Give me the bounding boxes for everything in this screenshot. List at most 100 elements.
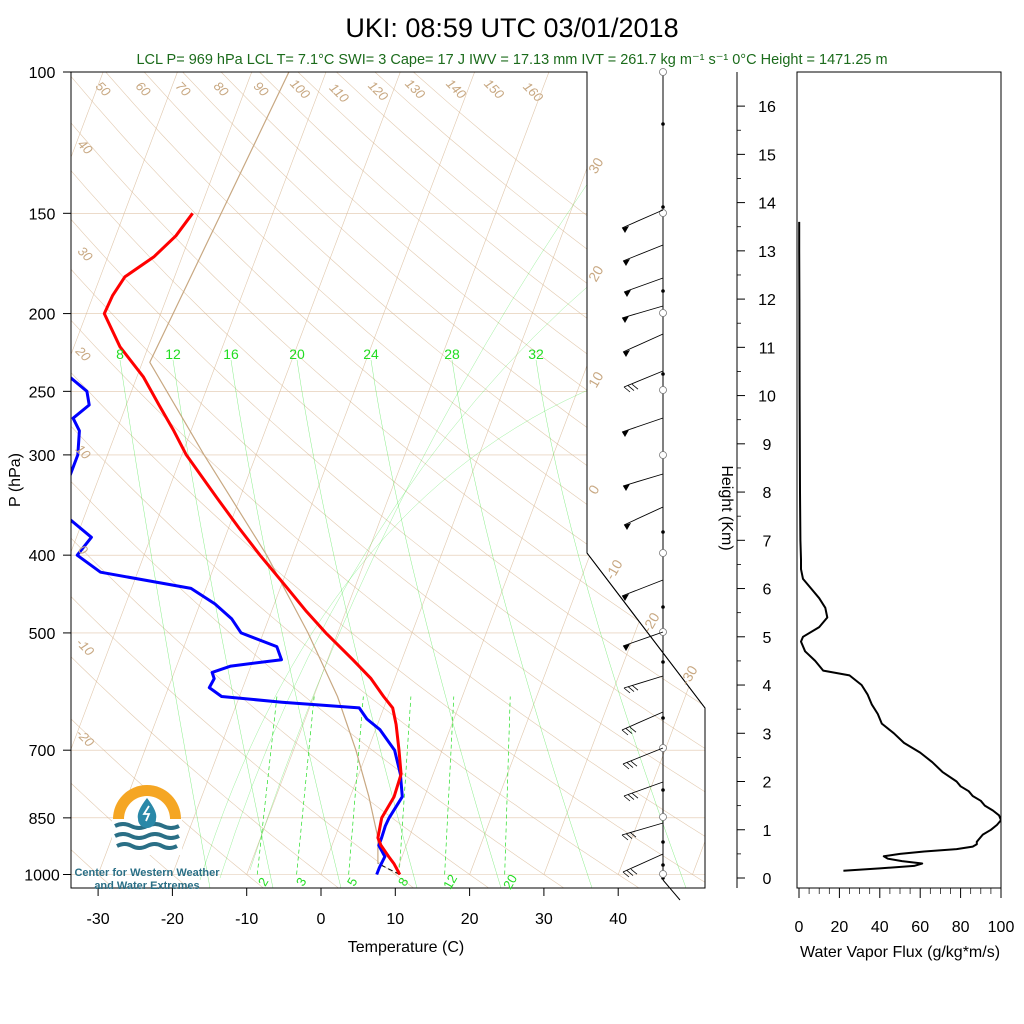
isotherm-line [246,72,550,875]
wind-barb-feather [626,762,634,768]
dry-adiabat-label: 70 [173,78,194,99]
height-tick-label: 14 [758,196,776,213]
mixing-ratio-label: 8 [116,346,124,362]
wind-level-dot [661,863,665,867]
y-tick-label: 100 [29,65,56,82]
logo-line2: and Water Extremes [94,880,199,892]
mixing-ratio-label-lower: 2 [255,875,272,889]
wind-barb-feather [621,729,629,736]
height-tick-label: 0 [763,871,772,888]
height-tick-label: 15 [758,147,776,164]
dry-adiabat-line [71,72,419,888]
wind-barb-flag [623,259,630,266]
dry-adiabat-label: -20 [73,726,97,750]
wind-barb-feather [623,795,631,802]
dry-adiabat-label: 160 [520,79,546,105]
mixing-ratio-label: 16 [223,346,239,362]
wind-level-dot [661,660,665,664]
height-tick-label: 5 [763,630,772,647]
height-tick-label: 7 [763,533,772,550]
mixing-ratio-line [348,696,364,875]
wind-barb-shaft [622,244,664,262]
wind-barb-shaft [621,711,664,731]
wind-barb-shaft [621,305,664,319]
isotherm-line [767,72,1024,875]
mixing-ratio-label: 32 [528,346,544,362]
subtitle-part: LCL P= 969 hPa [136,52,243,68]
wind-level-dot [661,372,665,376]
wind-level-circle [659,209,667,217]
mixing-ratio-label: 24 [363,346,379,362]
wind-barb-shaft [621,209,664,229]
wind-barb-feather [629,726,637,733]
dry-adiabat-label: 150 [481,76,507,102]
moist-adiabat-line [199,384,601,881]
height-tick-label: 12 [758,292,776,309]
wind-level-circle [659,386,667,394]
dry-adiabat-label: 80 [211,78,232,99]
mixing-ratio-curve [535,359,687,888]
skewt-background-lines [71,72,1024,888]
dry-adiabat-line [71,72,705,888]
isotherm-line [172,72,475,875]
height-tick-label: 10 [758,389,776,406]
dry-adiabat-line [71,72,705,888]
mixing-ratio-label-lower: 20 [500,872,520,892]
wind-level-dot [661,605,665,609]
dry-adiabat-line [71,72,570,888]
skewt-border-diag [586,552,706,709]
wind-level-dot [661,289,665,293]
mixing-ratio-curve [230,359,342,888]
subtitle-part: 0°C Height = 1471.25 m [728,52,887,68]
wind-barb-feather [622,763,630,770]
dry-adiabat-line [71,72,193,888]
mixing-ratio-label-lower: 8 [395,875,412,889]
dry-adiabat-label: 30 [75,243,96,264]
mixing-ratio-label-lower: 12 [440,872,460,892]
dry-adiabat-label: 100 [287,76,313,102]
wind-level-circle [659,451,667,459]
dry-adiabat-line [71,72,705,888]
y-tick-label: 300 [29,448,56,465]
dry-adiabat-line [71,72,705,888]
flux-tick-label: 60 [911,919,929,936]
dry-adiabat-label: 60 [133,78,154,99]
wind-barb-feather [627,385,635,391]
wind-barb-flag [623,350,630,357]
wind-barb-flag [624,290,631,297]
dry-adiabat-label: 130 [402,76,428,102]
mixing-ratio-label: 20 [289,346,305,362]
x-tick-label: 40 [609,911,627,928]
isotherm-line [692,72,705,875]
wind-level-dot [661,716,665,720]
wind-barb-feather [631,684,639,691]
wind-barb-shaft [623,277,664,293]
wind-barb-flag [624,523,631,530]
wind-level-dot [661,788,665,792]
y-tick-label: 1000 [24,868,60,885]
dry-adiabat-label: 120 [365,78,391,104]
flux-frame [736,71,1002,889]
height-tick-label: 4 [763,678,772,695]
wind-barb-shaft [623,370,664,388]
x-tick-label: 10 [386,911,404,928]
dry-adiabat-line [374,72,705,888]
flux-tick-label: 40 [871,919,889,936]
dewpoint-profile [71,213,404,876]
moist-adiabat-label: 30 [585,155,607,177]
x-axis-title: Temperature (C) [348,939,464,956]
moist-adiabat-label: 20 [585,263,607,285]
logo-drop-icon [137,798,157,828]
isotherm-line [71,72,253,875]
wind-barb-flag [623,644,630,651]
chart-subtitle: LCL P= 969 hPa LCL T= 7.1°C SWI= 3 Cape=… [136,52,887,68]
wind-level-circle [659,68,667,76]
wind-barb-flag [622,316,629,323]
height-axis-title: Height (Km) [718,465,735,550]
height-tick-label: 11 [759,340,776,357]
wind-level-dot [661,122,665,126]
parcel-path [149,72,379,864]
wind-level-circle [659,870,667,878]
